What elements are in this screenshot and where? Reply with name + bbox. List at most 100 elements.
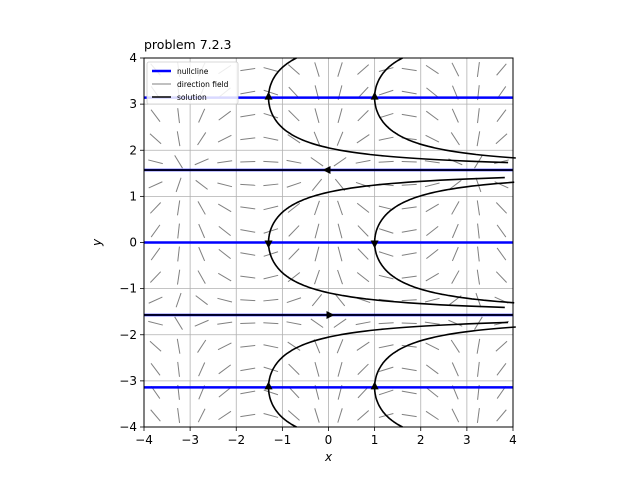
x-tick-label: −1	[274, 433, 292, 447]
y-tick-label: 1	[129, 189, 137, 203]
field-segment-41	[197, 201, 206, 215]
field-segment-11	[148, 159, 163, 165]
field-segment-216	[451, 223, 459, 239]
field-segment-42	[195, 179, 208, 190]
field-segment-143	[337, 62, 343, 77]
legend-box	[146, 61, 239, 105]
field-segment-13	[150, 109, 161, 122]
field-segment-34	[198, 362, 206, 377]
field-segment-134	[337, 269, 343, 285]
field-segment-69	[240, 299, 256, 302]
field-segment-200	[426, 225, 439, 236]
field-segment-236	[476, 131, 481, 147]
ticks: −4 −3 −2 −1 0 1 2 3 4 −4 −3 −2 −1 0 1 2 3 4	[119, 51, 517, 447]
field-segment-172	[378, 136, 394, 141]
field-segment-91	[263, 160, 279, 163]
field-segment-169	[378, 205, 394, 211]
field-segment-167	[378, 251, 394, 257]
legend-label-0: nullcline	[177, 67, 209, 76]
field-segment-164	[378, 322, 394, 325]
field-segment-40	[198, 223, 206, 239]
field-segment-78	[240, 90, 256, 95]
solution-arrow-2	[264, 91, 273, 100]
field-segment-98	[288, 363, 300, 375]
field-segment-93	[263, 112, 279, 119]
x-tick-label: −4	[135, 433, 153, 447]
field-segment-223	[451, 62, 460, 77]
field-segment-85	[263, 298, 279, 302]
field-segment-58	[217, 182, 233, 188]
field-segment-184	[401, 229, 417, 233]
field-segment-217	[451, 201, 460, 215]
field-segment-16	[177, 407, 181, 423]
field-segment-231	[477, 246, 480, 262]
field-segment-52	[217, 321, 233, 325]
field-segment-50	[218, 364, 232, 375]
y-tick-label: −4	[119, 420, 137, 434]
field-segment-183	[401, 252, 417, 256]
field-segment-211	[450, 339, 460, 353]
solution-arrow-6	[370, 240, 379, 249]
field-segment-115	[313, 339, 321, 354]
field-segment-168	[378, 228, 394, 234]
field-segment-95	[263, 67, 279, 72]
field-segment-25	[176, 200, 181, 216]
field-segment-144	[357, 410, 370, 421]
field-segment-146	[357, 363, 369, 375]
field-segment-247	[496, 247, 507, 261]
field-segment-116	[310, 318, 324, 328]
y-tick-label: 0	[129, 236, 137, 250]
field-segment-38	[197, 270, 206, 284]
field-segment-242	[496, 363, 507, 376]
field-segment-202	[424, 182, 440, 188]
field-segment-2	[150, 363, 161, 376]
field-segment-26	[175, 177, 182, 193]
solution-arrow-0	[322, 166, 331, 175]
field-segment-65	[240, 390, 256, 395]
field-segment-53	[217, 297, 233, 303]
field-segment-56	[218, 225, 231, 236]
y-tick-label: −2	[119, 328, 137, 342]
legend-label-1: direction field	[177, 80, 229, 89]
field-segment-130	[337, 361, 343, 377]
field-segment-221	[451, 108, 459, 123]
field-segment-28	[176, 131, 181, 147]
field-segment-177	[401, 390, 417, 395]
solution-arrow-4	[264, 381, 273, 390]
field-segment-0	[150, 409, 161, 422]
field-segment-139	[333, 157, 347, 167]
field-segment-101	[286, 297, 302, 304]
field-segment-133	[334, 294, 346, 307]
field-segment-226	[477, 361, 480, 377]
field-segment-39	[198, 246, 206, 262]
field-segment-163	[378, 344, 394, 349]
field-segment-153	[356, 202, 370, 213]
y-tick-label: 3	[129, 97, 137, 111]
field-segment-208	[451, 408, 460, 423]
field-segment-176	[401, 413, 417, 418]
field-segment-174	[378, 89, 394, 96]
field-segment-5	[148, 296, 163, 304]
field-segment-233	[476, 200, 481, 216]
field-segment-107	[286, 159, 302, 164]
solution-curve-5	[373, 326, 516, 428]
field-segment-61	[218, 110, 232, 121]
field-segment-118	[314, 269, 320, 285]
field-segment-77	[240, 113, 256, 118]
y-tick-label: 4	[129, 51, 137, 65]
field-segment-83	[263, 344, 279, 349]
field-segment-203	[424, 160, 440, 164]
field-segment-215	[451, 246, 459, 262]
field-segment-132	[333, 318, 347, 328]
field-segment-198	[425, 272, 439, 282]
solution-curve-2	[267, 321, 509, 428]
field-segment-108	[287, 134, 301, 144]
field-segment-112	[314, 408, 320, 423]
field-segment-12	[149, 133, 162, 145]
field-segment-194	[425, 364, 439, 375]
field-segment-71	[240, 252, 256, 256]
field-segment-22	[176, 269, 181, 285]
field-segment-162	[378, 366, 394, 373]
field-segment-102	[287, 272, 301, 283]
field-segment-57	[218, 203, 232, 213]
